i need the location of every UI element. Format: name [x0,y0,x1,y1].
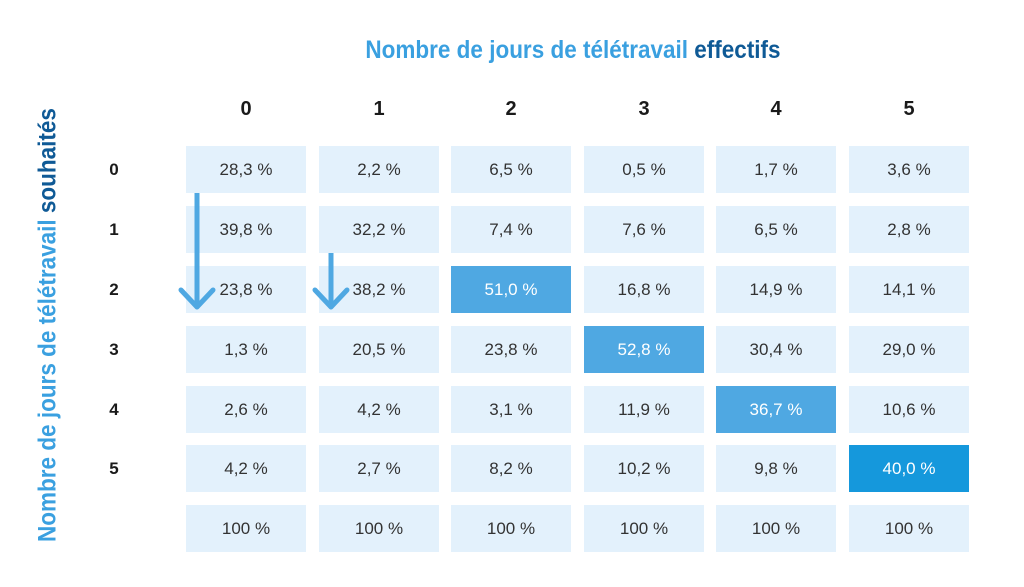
column-header: 3 [638,98,650,120]
row-header: 1 [109,220,119,239]
chart-title-y-part2: souhaités [33,108,62,214]
row-header: 2 [109,280,119,299]
table-cell: 29,0 % [849,326,969,373]
table-cell: 51,0 % [451,266,571,313]
column-header: 2 [505,98,517,120]
table-cell: 11,9 % [584,386,704,433]
table-cell: 3,1 % [451,386,571,433]
table-cell: 7,6 % [584,206,704,253]
table-cell: 7,4 % [451,206,571,253]
row-header: 3 [109,340,119,359]
row-header: 5 [109,459,119,478]
total-cell: 100 % [319,505,439,552]
down-arrow-icon [312,253,350,310]
table-cell: 30,4 % [716,326,836,373]
table-cell: 4,2 % [186,445,306,492]
table-cell: 8,2 % [451,445,571,492]
total-cell: 100 % [849,505,969,552]
table-cell: 2,2 % [319,146,439,193]
table-cell: 23,8 % [186,266,306,313]
table-cell: 0,5 % [584,146,704,193]
table-cell: 38,2 % [319,266,439,313]
table-cell: 20,5 % [319,326,439,373]
total-cell: 100 % [584,505,704,552]
table-cell: 2,7 % [319,445,439,492]
table-cell: 2,8 % [849,206,969,253]
row-header: 0 [109,160,119,179]
chart-title-y-part1: Nombre de jours de télétravail [33,219,62,542]
column-header: 5 [903,98,915,120]
table-cell: 36,7 % [716,386,836,433]
column-header: 4 [770,98,782,120]
row-header: 4 [109,400,119,419]
table-cell: 9,8 % [716,445,836,492]
table-cell: 10,6 % [849,386,969,433]
table-cell: 16,8 % [584,266,704,313]
table-cell: 4,2 % [319,386,439,433]
down-arrow-icon [178,193,216,310]
table-cell: 32,2 % [319,206,439,253]
chart-title-x: Nombre de jours de télétravail effectifs [57,36,1024,65]
table-cell: 1,3 % [186,326,306,373]
table-cell: 52,8 % [584,326,704,373]
table-cell: 1,7 % [716,146,836,193]
table-cell: 10,2 % [584,445,704,492]
table-cell: 6,5 % [716,206,836,253]
total-cell: 100 % [451,505,571,552]
table-cell: 14,1 % [849,266,969,313]
chart-title-x-part2: effectifs [694,36,781,64]
table-cell: 14,9 % [716,266,836,313]
column-header: 0 [240,98,252,120]
table-cell: 28,3 % [186,146,306,193]
table-cell: 2,6 % [186,386,306,433]
table-cell: 6,5 % [451,146,571,193]
table-cell: 23,8 % [451,326,571,373]
table-cell: 40,0 % [849,445,969,492]
column-header: 1 [373,98,385,120]
chart-title-y: Nombre de jours de télétravail souhaités [34,108,63,542]
total-cell: 100 % [716,505,836,552]
total-cell: 100 % [186,505,306,552]
table-cell: 3,6 % [849,146,969,193]
chart-title-x-part1: Nombre de jours de télétravail [365,36,689,64]
table-cell: 39,8 % [186,206,306,253]
